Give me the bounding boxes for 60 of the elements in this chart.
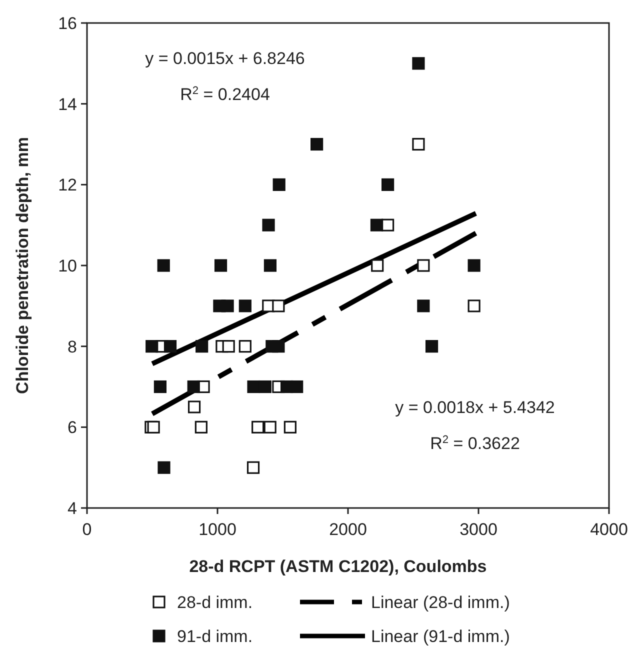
y-tick-label: 8 [68,337,77,356]
legend-label: Linear (28-d imm.) [371,593,510,612]
point [412,57,425,70]
point [246,461,260,474]
point [187,380,200,394]
point [194,420,208,434]
point [238,300,252,312]
point [164,340,177,353]
point [264,420,276,434]
point [154,380,167,394]
point [247,380,260,394]
point [196,340,208,353]
point [371,259,384,272]
point [222,340,235,353]
point [412,138,425,151]
y-tick-label: 4 [68,499,77,518]
point [221,300,234,312]
point [310,138,324,151]
x-axis-title: 28-d RCPT (ASTM C1202), Coulombs [189,557,487,576]
point [147,420,160,434]
x-tick-label: 1000 [198,520,236,539]
point [272,300,285,312]
y-tick-label: 16 [58,14,77,33]
point [272,340,285,353]
x-tick-label: 0 [82,520,92,539]
x-tick-label: 2000 [329,520,367,539]
point [468,259,480,272]
annotation: R$^{2}$ = 0.3622 [430,434,520,453]
point [382,178,394,191]
legend-label: 28-d imm. [177,593,253,612]
point [157,259,170,272]
annotation: y = 0.0015x + 6.8246 [145,49,305,68]
point [417,259,430,272]
legend-label: 91-d imm. [177,627,253,646]
point [290,380,304,394]
y-axis-title: Chloride penetration depth, mm [13,137,32,394]
y-tick-label: 10 [58,256,77,276]
point [264,259,277,272]
legend-label: Linear (91-d imm.) [371,627,510,646]
point [425,340,438,353]
point [468,300,480,312]
point [146,340,158,353]
y-tick-label: 12 [58,176,77,195]
point [214,259,228,272]
point [238,340,252,353]
y-tick-label: 14 [58,94,77,114]
x-tick-label: 4000 [590,520,628,539]
y-tick-label: 6 [68,418,77,438]
point [252,420,264,434]
point [272,178,286,191]
point [188,400,201,414]
point [258,380,272,394]
point [158,461,170,474]
point [262,218,275,232]
point [370,218,384,232]
point [417,300,430,312]
x-tick-label: 3000 [460,520,498,539]
annotation: R$^{2}$ = 0.2404 [180,85,270,104]
point [284,420,296,434]
annotation: y = 0.0018x + 5.4342 [395,398,555,417]
